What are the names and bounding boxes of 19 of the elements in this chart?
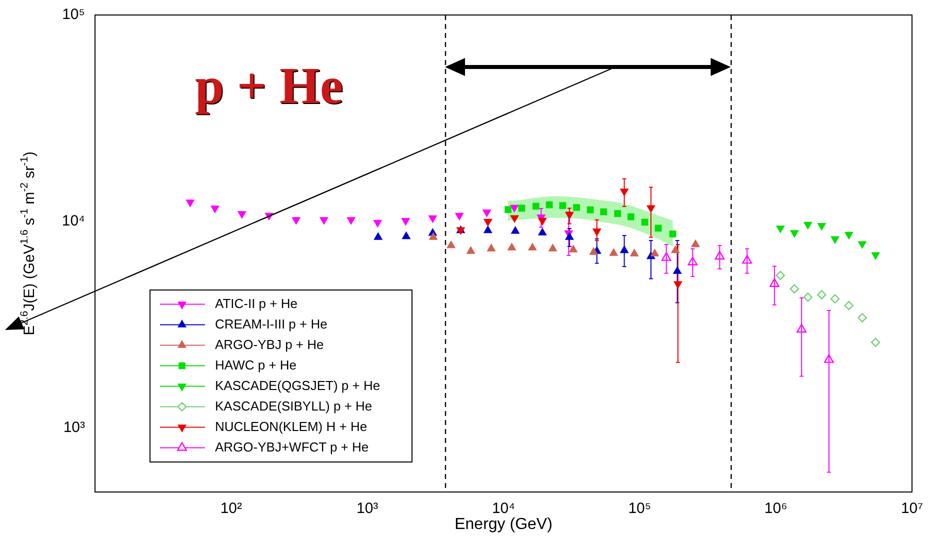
x-tick-label: 10⁷ <box>900 500 924 518</box>
legend-label: ARGO-YBJ+WFCT p + He <box>215 439 369 454</box>
x-tick-label: 10² <box>220 500 242 518</box>
legend-label: ATIC-II p + He <box>215 296 298 311</box>
x-axis-title: Energy (GeV) <box>454 516 552 533</box>
legend-label: ARGO-YBJ p + He <box>215 336 324 352</box>
legend-label: CREAM-I-III p + He <box>215 316 328 332</box>
legend-label: HAWC p + He <box>215 357 297 372</box>
legend-label: KASCADE(SIBYLL) p + He <box>215 398 372 414</box>
y-tick-label: 10⁵ <box>62 6 85 24</box>
x-tick-label: 10⁴ <box>492 500 516 518</box>
y-tick-label: 10⁴ <box>62 212 85 230</box>
x-tick-label: 10³ <box>356 500 378 518</box>
y-tick-label: 10³ <box>63 419 85 436</box>
legend-label: NUCLEON(KLEM) H + He <box>215 418 368 434</box>
legend-label: KASCADE(QGSJET) p + He <box>215 378 380 393</box>
annotation: p + He <box>195 58 344 115</box>
x-tick-label: 10⁶ <box>764 500 788 518</box>
x-tick-label: 10⁵ <box>628 500 652 518</box>
